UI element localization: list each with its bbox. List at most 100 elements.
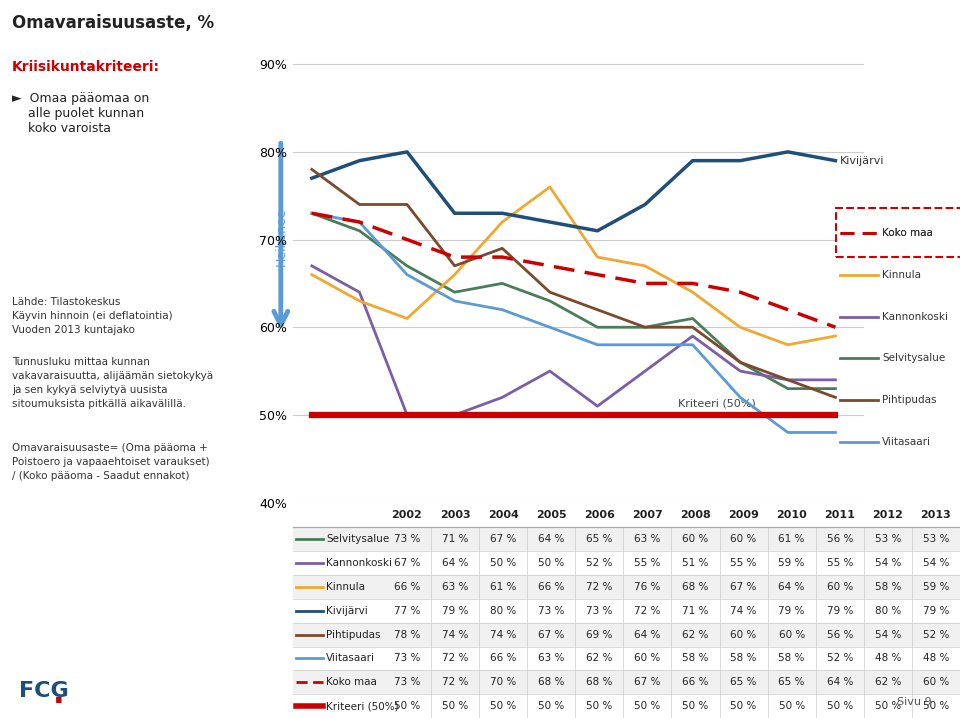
Text: 50 %: 50 % bbox=[827, 701, 852, 711]
Text: 60 %: 60 % bbox=[731, 534, 756, 544]
Text: 65 %: 65 % bbox=[731, 677, 756, 687]
Text: 53 %: 53 % bbox=[923, 534, 949, 544]
Text: 50 %: 50 % bbox=[394, 701, 420, 711]
Text: 73 %: 73 % bbox=[394, 534, 420, 544]
Text: 73 %: 73 % bbox=[538, 606, 564, 616]
Bar bbox=[293, 575, 960, 599]
Text: 79 %: 79 % bbox=[827, 606, 852, 616]
Text: 50 %: 50 % bbox=[779, 701, 804, 711]
Bar bbox=[293, 527, 960, 551]
Text: ►  Omaa pääomaa on
    alle puolet kunnan
    koko varoista: ► Omaa pääomaa on alle puolet kunnan kok… bbox=[12, 92, 149, 135]
Text: 58 %: 58 % bbox=[779, 653, 804, 663]
Text: 2002: 2002 bbox=[392, 510, 422, 520]
Text: 62 %: 62 % bbox=[683, 630, 708, 640]
Text: 55 %: 55 % bbox=[635, 558, 660, 568]
Text: 60 %: 60 % bbox=[923, 677, 949, 687]
Text: 52 %: 52 % bbox=[587, 558, 612, 568]
Text: 59 %: 59 % bbox=[923, 582, 949, 592]
Text: 60 %: 60 % bbox=[635, 653, 660, 663]
Text: 2005: 2005 bbox=[536, 510, 566, 520]
Text: 63 %: 63 % bbox=[442, 582, 468, 592]
Text: 79 %: 79 % bbox=[779, 606, 804, 616]
Text: 2004: 2004 bbox=[488, 510, 518, 520]
Text: 55 %: 55 % bbox=[827, 558, 852, 568]
Text: 72 %: 72 % bbox=[442, 653, 468, 663]
Text: Heikenee: Heikenee bbox=[275, 208, 287, 266]
Text: Kivijärvi: Kivijärvi bbox=[326, 606, 368, 616]
Text: 66 %: 66 % bbox=[394, 582, 420, 592]
Text: 2010: 2010 bbox=[777, 510, 807, 520]
Text: Kriteeri (50%): Kriteeri (50%) bbox=[326, 701, 398, 711]
Text: 54 %: 54 % bbox=[875, 630, 901, 640]
Text: Viitasaari: Viitasaari bbox=[882, 437, 931, 447]
Text: 66 %: 66 % bbox=[683, 677, 708, 687]
Text: Tunnusluku mittaa kunnan
vakavaraisuutta, alijäämän sietokykyä
ja sen kykyä selv: Tunnusluku mittaa kunnan vakavaraisuutta… bbox=[12, 357, 213, 409]
Text: 52 %: 52 % bbox=[923, 630, 949, 640]
Text: 79 %: 79 % bbox=[923, 606, 949, 616]
Text: 61 %: 61 % bbox=[779, 534, 804, 544]
Text: 76 %: 76 % bbox=[635, 582, 660, 592]
Text: 68 %: 68 % bbox=[538, 677, 564, 687]
Text: 56 %: 56 % bbox=[827, 630, 852, 640]
Text: 2007: 2007 bbox=[632, 510, 662, 520]
Text: 67 %: 67 % bbox=[635, 677, 660, 687]
Text: 65 %: 65 % bbox=[587, 534, 612, 544]
Text: 51 %: 51 % bbox=[683, 558, 708, 568]
Text: Kannonkoski: Kannonkoski bbox=[326, 558, 393, 568]
Text: Pihtipudas: Pihtipudas bbox=[882, 396, 937, 405]
Bar bbox=[293, 503, 960, 527]
Text: 64 %: 64 % bbox=[538, 534, 564, 544]
Text: 67 %: 67 % bbox=[490, 534, 516, 544]
Text: 68 %: 68 % bbox=[683, 582, 708, 592]
Text: 50 %: 50 % bbox=[490, 558, 516, 568]
Text: 50 %: 50 % bbox=[538, 701, 564, 711]
Text: 77 %: 77 % bbox=[394, 606, 420, 616]
Text: 2003: 2003 bbox=[440, 510, 470, 520]
Text: 61 %: 61 % bbox=[490, 582, 516, 592]
Text: 52 %: 52 % bbox=[827, 653, 852, 663]
Bar bbox=[293, 623, 960, 646]
Text: 60 %: 60 % bbox=[731, 630, 756, 640]
Text: 73 %: 73 % bbox=[587, 606, 612, 616]
Text: 74 %: 74 % bbox=[490, 630, 516, 640]
Text: Pihtipudas: Pihtipudas bbox=[326, 630, 381, 640]
Text: 50 %: 50 % bbox=[923, 701, 949, 711]
Text: 72 %: 72 % bbox=[587, 582, 612, 592]
Text: Koko maa: Koko maa bbox=[326, 677, 377, 687]
Bar bbox=[293, 551, 960, 575]
Text: 64 %: 64 % bbox=[779, 582, 804, 592]
Bar bbox=[293, 599, 960, 623]
Text: Kriisikuntakriteeri:: Kriisikuntakriteeri: bbox=[12, 60, 159, 75]
Text: 58 %: 58 % bbox=[683, 653, 708, 663]
Text: Kinnula: Kinnula bbox=[326, 582, 365, 592]
Text: Omavaraisuusaste= (Oma pääoma +
Poistoero ja vapaaehtoiset varaukset)
/ (Koko pä: Omavaraisuusaste= (Oma pääoma + Poistoer… bbox=[12, 443, 209, 481]
Bar bbox=[293, 671, 960, 694]
Text: 66 %: 66 % bbox=[490, 653, 516, 663]
Text: 60 %: 60 % bbox=[827, 582, 852, 592]
Text: Selvitysalue: Selvitysalue bbox=[326, 534, 390, 544]
Text: 80 %: 80 % bbox=[490, 606, 516, 616]
Text: 2009: 2009 bbox=[728, 510, 759, 520]
Text: 50 %: 50 % bbox=[683, 701, 708, 711]
Text: Sivu 9: Sivu 9 bbox=[897, 697, 931, 707]
Text: Koko maa: Koko maa bbox=[882, 228, 933, 238]
Text: 2008: 2008 bbox=[680, 510, 710, 520]
Text: 50 %: 50 % bbox=[587, 701, 612, 711]
Text: 68 %: 68 % bbox=[587, 677, 612, 687]
Text: Koko maa: Koko maa bbox=[882, 228, 933, 238]
Bar bbox=[293, 694, 960, 718]
Text: 2012: 2012 bbox=[873, 510, 903, 520]
Text: 71 %: 71 % bbox=[442, 534, 468, 544]
Text: Selvitysalue: Selvitysalue bbox=[882, 353, 946, 363]
Text: 48 %: 48 % bbox=[923, 653, 949, 663]
Text: 2011: 2011 bbox=[825, 510, 855, 520]
Text: 58 %: 58 % bbox=[731, 653, 756, 663]
Bar bbox=[293, 646, 960, 671]
Text: 64 %: 64 % bbox=[635, 630, 660, 640]
Text: 58 %: 58 % bbox=[875, 582, 901, 592]
Text: 56 %: 56 % bbox=[827, 534, 852, 544]
FancyBboxPatch shape bbox=[836, 208, 960, 257]
Text: 67 %: 67 % bbox=[538, 630, 564, 640]
Text: 63 %: 63 % bbox=[635, 534, 660, 544]
Text: 60 %: 60 % bbox=[779, 630, 804, 640]
